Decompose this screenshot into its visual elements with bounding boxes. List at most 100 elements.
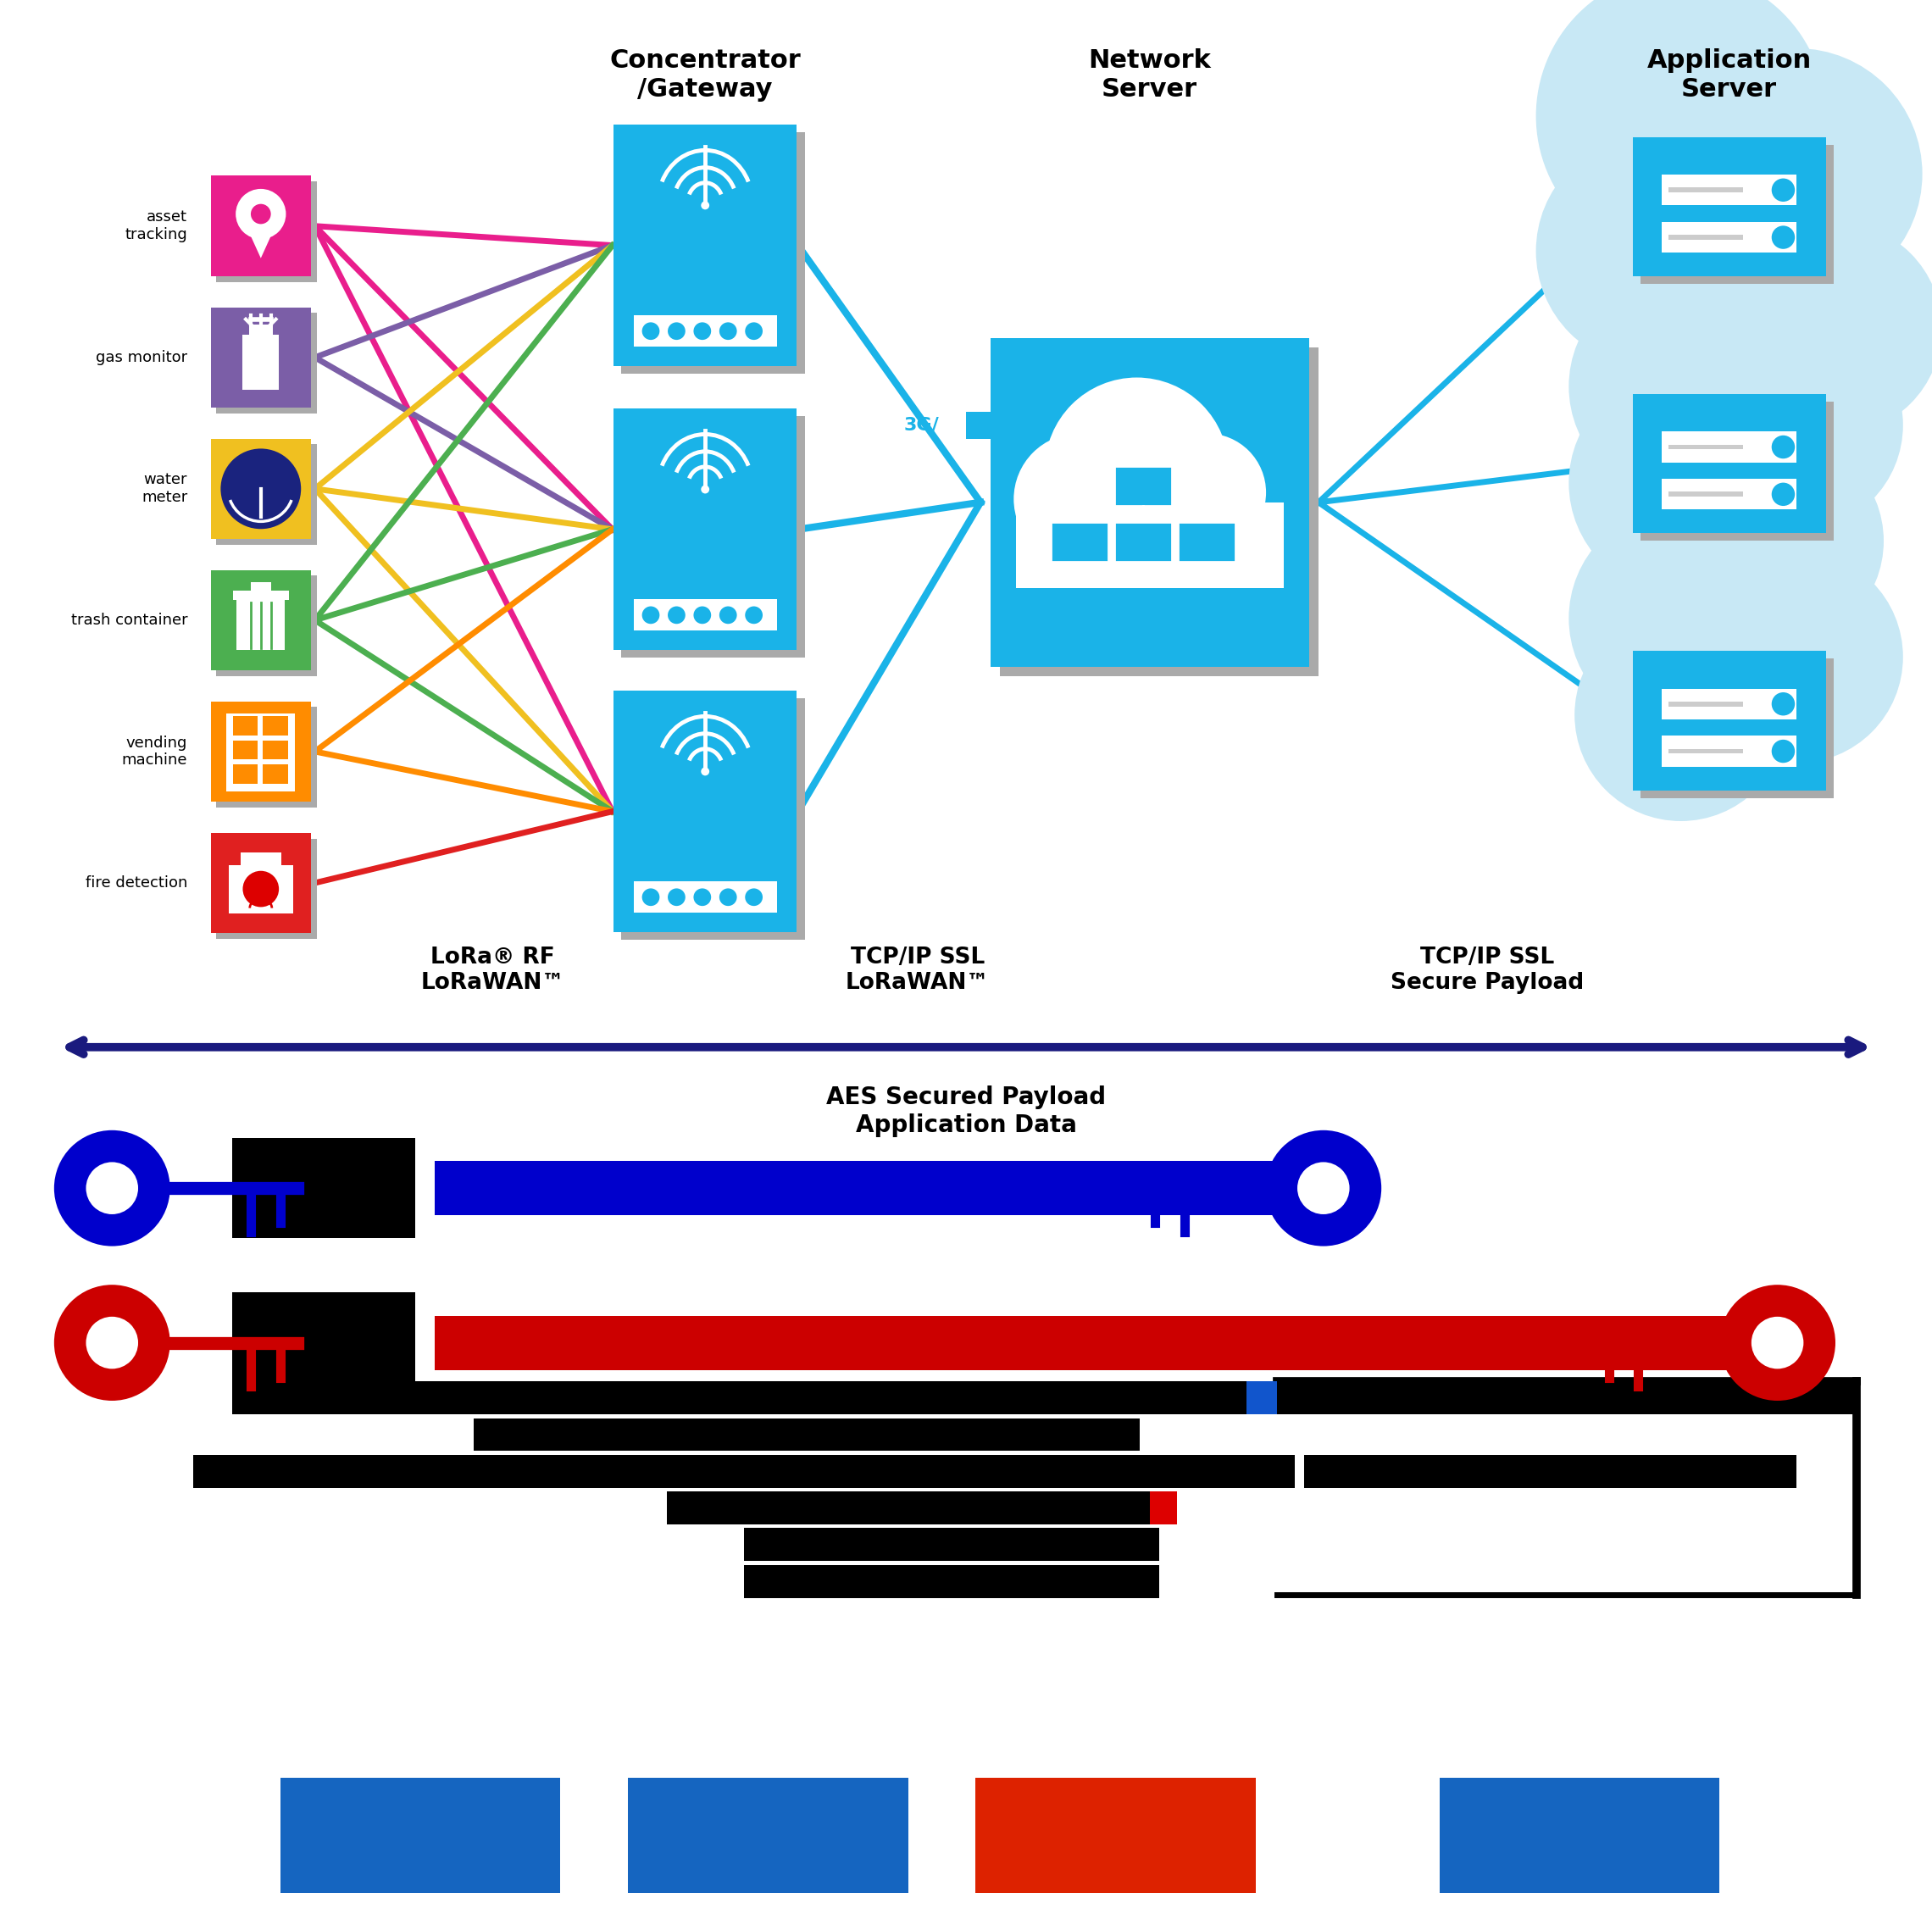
Circle shape: [668, 323, 686, 340]
Text: 3G/: 3G/: [904, 417, 939, 433]
Circle shape: [701, 485, 709, 493]
Bar: [263, 717, 288, 736]
Text: gas monitor: gas monitor: [97, 350, 187, 365]
Bar: [1439, 1777, 1719, 1893]
Circle shape: [1298, 1161, 1350, 1215]
Bar: [1640, 402, 1833, 541]
Bar: [435, 1316, 1739, 1370]
Bar: [216, 182, 317, 282]
Circle shape: [701, 201, 709, 209]
Bar: [1633, 651, 1826, 790]
Bar: [1277, 1381, 1857, 1414]
Bar: [634, 881, 777, 914]
Circle shape: [87, 1318, 139, 1368]
Bar: [1150, 1492, 1177, 1524]
Circle shape: [1045, 377, 1229, 562]
Bar: [622, 699, 804, 941]
Text: trash container: trash container: [71, 612, 187, 628]
Bar: [473, 1418, 1140, 1451]
Bar: [232, 1138, 415, 1238]
Bar: [1633, 394, 1826, 533]
Circle shape: [1750, 1318, 1804, 1368]
Bar: [211, 701, 311, 802]
Bar: [216, 576, 317, 676]
Bar: [435, 1161, 1285, 1215]
Bar: [1662, 174, 1797, 205]
Circle shape: [1719, 1285, 1835, 1401]
Circle shape: [701, 767, 709, 775]
Bar: [263, 765, 288, 784]
Bar: [211, 176, 311, 276]
Bar: [614, 124, 796, 367]
Bar: [1115, 466, 1173, 506]
Circle shape: [1569, 371, 1793, 595]
Text: asset
tracking: asset tracking: [126, 209, 187, 243]
Bar: [216, 707, 317, 808]
Bar: [280, 1777, 560, 1893]
Bar: [1662, 736, 1797, 767]
Bar: [614, 692, 796, 933]
Circle shape: [1772, 692, 1795, 715]
Text: AES Secured Payload
Application Data: AES Secured Payload Application Data: [827, 1086, 1105, 1136]
Bar: [1304, 1455, 1797, 1488]
Circle shape: [694, 323, 711, 340]
Text: Concentrator
/Gateway: Concentrator /Gateway: [609, 48, 802, 100]
Bar: [614, 410, 796, 649]
Text: Network
Server: Network Server: [1088, 48, 1211, 100]
Bar: [744, 1528, 1159, 1561]
Bar: [242, 852, 280, 866]
Circle shape: [1772, 226, 1795, 249]
Bar: [1667, 750, 1743, 753]
Bar: [1662, 431, 1797, 462]
Circle shape: [668, 889, 686, 906]
Bar: [1667, 444, 1743, 450]
Circle shape: [1772, 435, 1795, 458]
Bar: [232, 717, 257, 736]
Polygon shape: [242, 214, 280, 259]
Bar: [1001, 348, 1318, 676]
Bar: [744, 1565, 1159, 1598]
Bar: [211, 307, 311, 408]
Bar: [243, 334, 278, 390]
Bar: [1667, 187, 1743, 193]
Text: LoRa® RF
LoRaWAN™: LoRa® RF LoRaWAN™: [421, 947, 564, 995]
Bar: [634, 315, 777, 348]
Bar: [216, 838, 317, 939]
Bar: [628, 1777, 908, 1893]
Circle shape: [1690, 319, 1903, 531]
Bar: [1662, 479, 1797, 510]
Circle shape: [1772, 740, 1795, 763]
Circle shape: [220, 448, 301, 529]
Bar: [966, 412, 1024, 439]
Circle shape: [746, 323, 763, 340]
Bar: [193, 1455, 1294, 1488]
Bar: [211, 439, 311, 539]
Circle shape: [1536, 0, 1826, 261]
Circle shape: [694, 607, 711, 624]
Bar: [211, 570, 311, 670]
Circle shape: [54, 1285, 170, 1401]
Bar: [1051, 522, 1109, 562]
Circle shape: [1671, 48, 1922, 299]
Circle shape: [87, 1161, 139, 1215]
Circle shape: [1729, 222, 1932, 435]
Text: water
meter: water meter: [141, 471, 187, 506]
Bar: [976, 1777, 1256, 1893]
Bar: [251, 582, 270, 591]
Circle shape: [1536, 135, 1768, 367]
Circle shape: [719, 607, 736, 624]
Circle shape: [1575, 609, 1787, 821]
Bar: [622, 417, 804, 657]
Circle shape: [1265, 1130, 1381, 1246]
Bar: [1667, 493, 1743, 497]
Bar: [1016, 502, 1283, 587]
Circle shape: [719, 323, 736, 340]
Bar: [216, 444, 317, 545]
Circle shape: [1690, 551, 1903, 763]
Bar: [232, 1381, 1246, 1414]
Circle shape: [1671, 435, 1884, 647]
Circle shape: [746, 889, 763, 906]
Circle shape: [641, 889, 659, 906]
Bar: [216, 313, 317, 413]
Bar: [232, 1293, 415, 1393]
